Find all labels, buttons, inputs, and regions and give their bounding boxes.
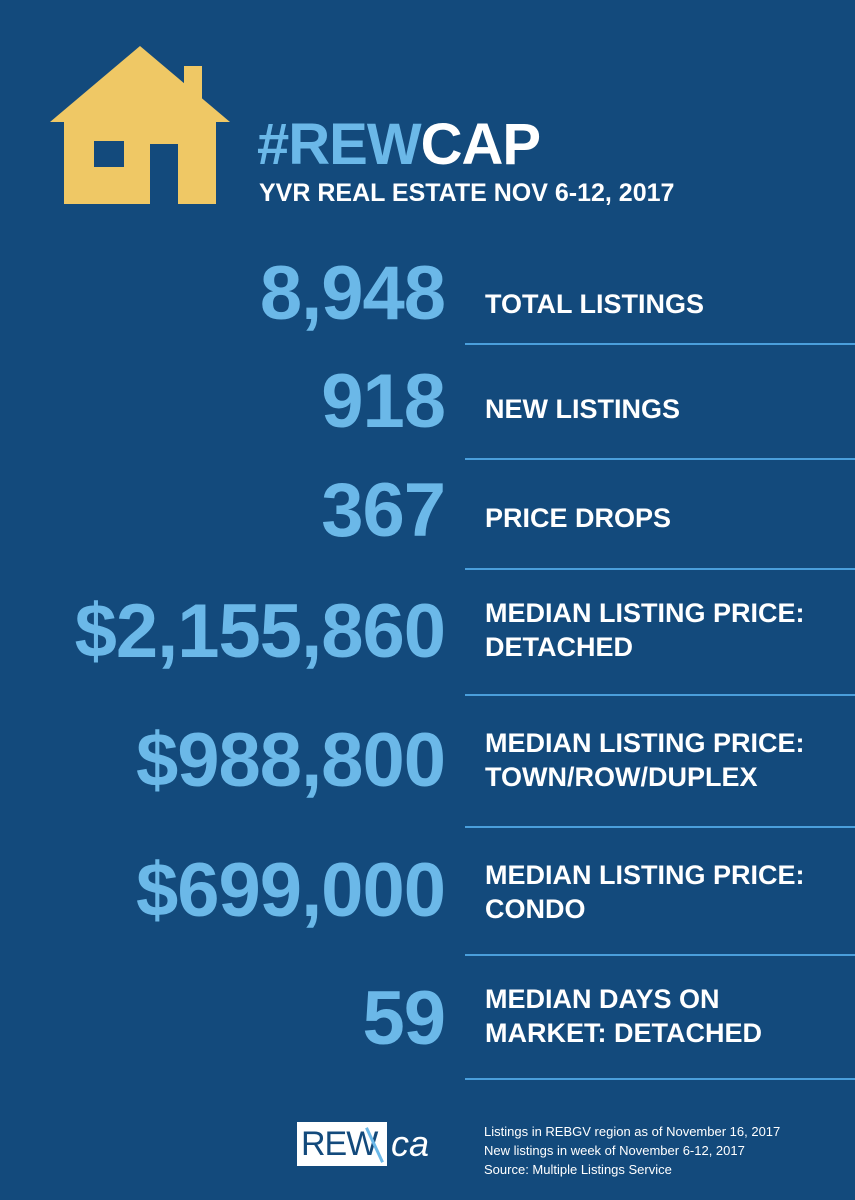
divider (465, 343, 855, 345)
logo-ca-text: ca (391, 1123, 430, 1164)
stat-value: 59 (362, 976, 446, 1061)
house-icon (50, 46, 230, 204)
stat-label-line2: MARKET: DETACHED (485, 1018, 762, 1048)
stat-label-line1: MEDIAN LISTING PRICE: (485, 860, 805, 890)
footnote-line: New listings in week of November 6-12, 2… (484, 1143, 745, 1158)
stat-label-line1: MEDIAN LISTING PRICE: (485, 598, 805, 628)
logo-rew-text: REW (301, 1125, 378, 1163)
page-subtitle: YVR REAL ESTATE NOV 6-12, 2017 (259, 179, 675, 207)
stat-label: NEW LISTINGS (485, 392, 680, 426)
footnote-line: Source: Multiple Listings Service (484, 1162, 672, 1177)
stat-label: MEDIAN DAYS ON MARKET: DETACHED (485, 982, 762, 1050)
stat-value: $2,155,860 (74, 589, 446, 674)
stat-label: MEDIAN LISTING PRICE: TOWN/ROW/DUPLEX (485, 726, 805, 794)
stat-label: PRICE DROPS (485, 501, 671, 535)
divider (465, 954, 855, 956)
footnotes: Listings in REBGV region as of November … (484, 1122, 780, 1179)
stat-value: 918 (321, 359, 446, 444)
rew-logo: REW ca (297, 1122, 437, 1166)
stat-label-line2: TOWN/ROW/DUPLEX (485, 762, 758, 792)
stat-label-line2: DETACHED (485, 632, 633, 662)
footnote-line: Listings in REBGV region as of November … (484, 1124, 781, 1139)
stat-label: TOTAL LISTINGS (485, 287, 704, 321)
divider (465, 1078, 855, 1080)
divider (465, 568, 855, 570)
stat-value: 8,948 (259, 251, 446, 336)
stat-value: $988,800 (136, 718, 446, 803)
divider (465, 694, 855, 696)
divider (465, 458, 855, 460)
stat-label-line1: PRICE DROPS (485, 503, 672, 533)
stat-label-line1: NEW LISTINGS (485, 394, 680, 424)
stat-label-line1: MEDIAN DAYS ON (485, 984, 720, 1014)
stat-label: MEDIAN LISTING PRICE: DETACHED (485, 596, 805, 664)
stat-value: 367 (321, 468, 446, 553)
stat-label-line1: TOTAL LISTINGS (485, 289, 705, 319)
title-hash: #REW (257, 112, 422, 177)
stat-label: MEDIAN LISTING PRICE: CONDO (485, 858, 805, 926)
title-cap: CAP (420, 112, 541, 177)
page-title: #REWCAP (257, 116, 541, 174)
stat-label-line2: CONDO (485, 894, 586, 924)
divider (465, 826, 855, 828)
stat-value: $699,000 (136, 848, 446, 933)
stat-label-line1: MEDIAN LISTING PRICE: (485, 728, 805, 758)
